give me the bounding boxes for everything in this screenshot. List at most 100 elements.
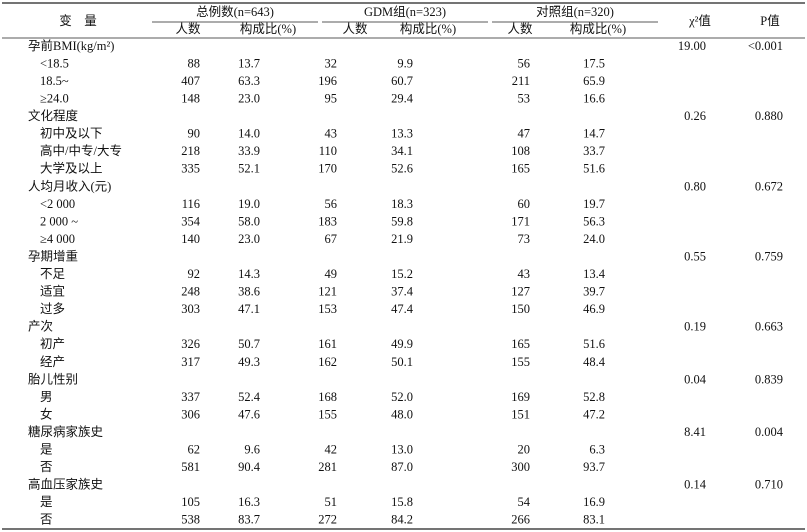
cell: 52.1 bbox=[238, 162, 260, 176]
cell: 56 bbox=[518, 56, 531, 70]
header-sub: 构成比(%) bbox=[240, 21, 296, 36]
cell: 15.2 bbox=[391, 267, 413, 281]
cell: 538 bbox=[181, 513, 200, 527]
cell: 60.7 bbox=[391, 74, 413, 88]
cell: 33.7 bbox=[583, 144, 605, 158]
row-label: 高中/中专/大专 bbox=[40, 143, 122, 158]
row-label: 不足 bbox=[40, 267, 66, 281]
cell: 127 bbox=[511, 285, 530, 299]
cell: 48.4 bbox=[583, 355, 606, 369]
cell: 162 bbox=[318, 355, 337, 369]
group-label: 孕前BMI(kg/m²) bbox=[28, 38, 114, 53]
chi2-value: 0.14 bbox=[684, 478, 707, 492]
group-label: 文化程度 bbox=[28, 108, 79, 123]
header-p: P值 bbox=[760, 13, 779, 28]
cell: 47.2 bbox=[583, 407, 605, 421]
row-label: <18.5 bbox=[40, 56, 69, 70]
cell: 168 bbox=[318, 390, 337, 404]
chi2-value: 0.19 bbox=[684, 320, 706, 334]
cell: 140 bbox=[181, 232, 200, 246]
cell: 58.0 bbox=[238, 214, 260, 228]
row-label: 适宜 bbox=[40, 284, 65, 299]
group-label: 孕期增重 bbox=[28, 248, 78, 263]
cell: 303 bbox=[181, 302, 200, 316]
cell: 47.1 bbox=[238, 302, 260, 316]
cell: 105 bbox=[181, 495, 200, 509]
cell: 272 bbox=[318, 513, 337, 527]
cell: 54 bbox=[518, 495, 531, 509]
cell: 51.6 bbox=[583, 162, 605, 176]
cell: 51.6 bbox=[583, 337, 605, 351]
cell: 84.2 bbox=[391, 513, 413, 527]
header-group: GDM组(n=323) bbox=[364, 5, 446, 19]
cell: 43 bbox=[325, 127, 338, 141]
cell: 151 bbox=[511, 407, 530, 421]
chi2-value: 0.04 bbox=[684, 372, 707, 386]
cell: 183 bbox=[318, 214, 337, 228]
cell: 49 bbox=[325, 267, 338, 281]
cell: 337 bbox=[181, 390, 200, 404]
cell: 47 bbox=[518, 127, 531, 141]
cell: 60 bbox=[518, 197, 531, 211]
cell: 169 bbox=[511, 390, 530, 404]
cell: 17.5 bbox=[583, 56, 605, 70]
group-label: 人均月收入(元) bbox=[28, 179, 111, 193]
cell: 50.1 bbox=[391, 355, 413, 369]
row-label: 2 000 ~ bbox=[40, 214, 78, 228]
cell: 150 bbox=[511, 302, 530, 316]
cell: 407 bbox=[181, 74, 200, 88]
cell: 73 bbox=[518, 232, 531, 246]
cell: 248 bbox=[181, 285, 200, 299]
cell: 281 bbox=[318, 460, 337, 474]
cell: 52.8 bbox=[583, 390, 605, 404]
header-group: 对照组(n=320) bbox=[536, 5, 614, 19]
cell: 218 bbox=[181, 144, 200, 158]
cell: 29.4 bbox=[391, 92, 414, 106]
row-label: 经产 bbox=[40, 355, 65, 369]
cell: 93.7 bbox=[583, 460, 605, 474]
cell: 16.6 bbox=[583, 92, 605, 106]
p-value: 0.710 bbox=[755, 478, 783, 492]
cell: 21.9 bbox=[391, 232, 413, 246]
cell: 53 bbox=[518, 92, 531, 106]
group-label: 高血压家族史 bbox=[28, 477, 104, 492]
cell: 39.7 bbox=[583, 285, 605, 299]
cell: 51 bbox=[325, 495, 338, 509]
header-chi2: χ²值 bbox=[688, 13, 711, 28]
cell: 83.1 bbox=[583, 513, 605, 527]
cell: 14.0 bbox=[238, 127, 260, 141]
header-group: 总例数(n=643) bbox=[196, 4, 274, 19]
cell: 37.4 bbox=[391, 285, 414, 299]
row-label: 过多 bbox=[40, 302, 65, 316]
cell: 300 bbox=[511, 460, 530, 474]
cell: 47.4 bbox=[391, 302, 414, 316]
header-variable: 变 量 bbox=[59, 13, 97, 28]
cell: 155 bbox=[318, 407, 337, 421]
cell: 196 bbox=[318, 74, 337, 88]
cell: 43 bbox=[518, 267, 531, 281]
cell: 49.9 bbox=[391, 337, 413, 351]
chi2-value: 19.00 bbox=[678, 39, 706, 53]
cell: 88 bbox=[188, 56, 201, 70]
cell: 354 bbox=[181, 214, 201, 228]
header-sub: 人数 bbox=[175, 21, 201, 36]
row-label: 是 bbox=[40, 443, 53, 457]
p-value: 0.880 bbox=[755, 109, 783, 123]
cell: 52.0 bbox=[391, 390, 413, 404]
cell: 56 bbox=[325, 197, 338, 211]
p-value: 0.839 bbox=[755, 372, 783, 386]
row-label: 否 bbox=[40, 513, 53, 527]
cell: 161 bbox=[318, 337, 337, 351]
cell: 121 bbox=[318, 285, 337, 299]
cell: 335 bbox=[181, 162, 200, 176]
header-sub: 人数 bbox=[342, 21, 368, 36]
row-label: ≥4 000 bbox=[40, 232, 75, 246]
cell: 6.3 bbox=[589, 443, 605, 457]
header-sub: 构成比(%) bbox=[400, 21, 456, 36]
cell: 19.7 bbox=[583, 197, 605, 211]
cell: 13.3 bbox=[391, 127, 413, 141]
cell: 266 bbox=[511, 513, 530, 527]
cell: 16.9 bbox=[583, 495, 605, 509]
cell: 581 bbox=[181, 460, 200, 474]
